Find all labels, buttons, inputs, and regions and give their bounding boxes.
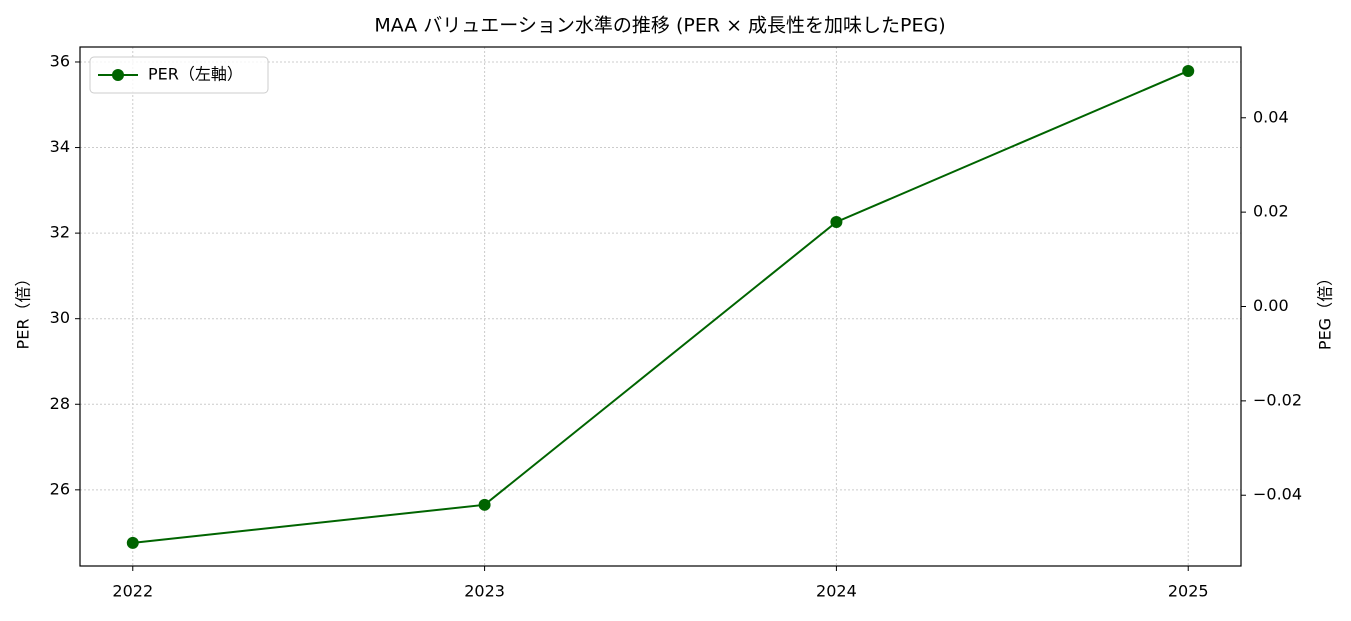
x-tick-label: 2023 [464,582,505,601]
y-tick-label: 28 [50,394,70,413]
y-tick-label: 36 [50,51,70,70]
line [132,70,1189,544]
point [1182,64,1195,77]
x-tick-label: 2025 [1168,582,1209,601]
y-tick-label: 34 [50,137,70,156]
y-tick-label: 30 [50,308,70,327]
x-tick-label: 2024 [816,582,857,601]
y-tick-label: 32 [50,223,70,242]
y2-tick-label: −0.02 [1253,390,1302,409]
y2-tick-label: 0.02 [1253,202,1289,221]
point [830,215,843,228]
legend-marker [112,69,124,81]
plot-frame [79,46,1242,567]
y2-axis-label: PEG（倍） [1316,270,1335,350]
y2-tick-label: −0.04 [1253,485,1302,504]
point [126,536,139,549]
x-tick-label: 2022 [112,582,153,601]
legend-frame [89,56,269,94]
y-axis-label: PER（倍） [14,271,33,350]
y-tick-label: 26 [50,479,70,498]
legend: PER（左軸） [89,56,269,94]
legend-label: PER（左軸） [148,65,243,84]
y2-tick-label: 0.00 [1253,296,1289,315]
chart-title: MAA バリュエーション水準の推移 (PER × 成長性を加味したPEG) [374,15,945,37]
point [478,498,491,511]
y2-tick-label: 0.04 [1253,107,1289,126]
